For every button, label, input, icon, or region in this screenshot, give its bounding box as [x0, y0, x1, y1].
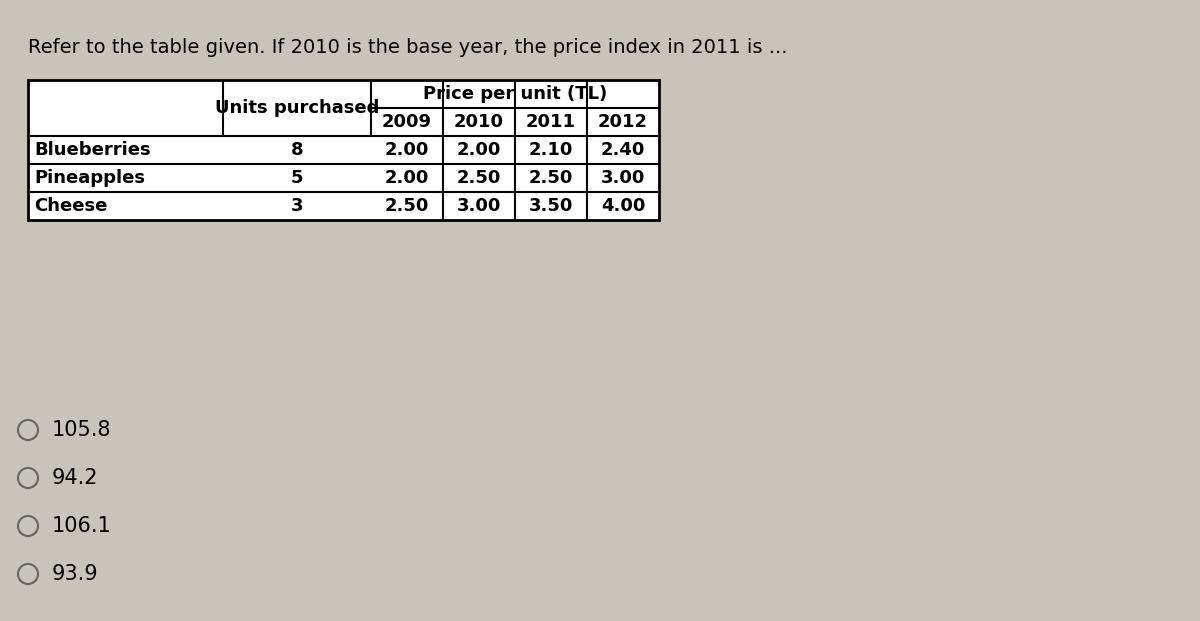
Text: 93.9: 93.9 [52, 564, 98, 584]
Text: 2.00: 2.00 [385, 169, 430, 187]
Text: Blueberries: Blueberries [34, 141, 151, 159]
Text: 2012: 2012 [598, 113, 648, 131]
Text: 2.10: 2.10 [529, 141, 574, 159]
Text: Pineapples: Pineapples [34, 169, 145, 187]
Text: 2010: 2010 [454, 113, 504, 131]
Bar [28, 80, 659, 220]
Text: Cheese: Cheese [34, 197, 107, 215]
Text: 5: 5 [290, 169, 304, 187]
Text: 2.00: 2.00 [457, 141, 502, 159]
Text: 2.50: 2.50 [385, 197, 430, 215]
Text: 4.00: 4.00 [601, 197, 646, 215]
Text: Refer to the table given. If 2010 is the base year, the price index in 2011 is .: Refer to the table given. If 2010 is the… [28, 38, 787, 57]
Text: 2009: 2009 [382, 113, 432, 131]
Bar [28, 80, 659, 220]
Text: 2.50: 2.50 [457, 169, 502, 187]
Text: 3.00: 3.00 [601, 169, 646, 187]
Text: Units purchased: Units purchased [215, 99, 379, 117]
Text: 3: 3 [290, 197, 304, 215]
Text: 2011: 2011 [526, 113, 576, 131]
Text: 105.8: 105.8 [52, 420, 112, 440]
Text: 8: 8 [290, 141, 304, 159]
Text: 2.00: 2.00 [385, 141, 430, 159]
Text: 2.50: 2.50 [529, 169, 574, 187]
Text: 2.40: 2.40 [601, 141, 646, 159]
Text: 106.1: 106.1 [52, 516, 112, 536]
Text: 3.50: 3.50 [529, 197, 574, 215]
Text: 3.00: 3.00 [457, 197, 502, 215]
Text: 94.2: 94.2 [52, 468, 98, 488]
Text: Price per unit (TL): Price per unit (TL) [422, 85, 607, 103]
